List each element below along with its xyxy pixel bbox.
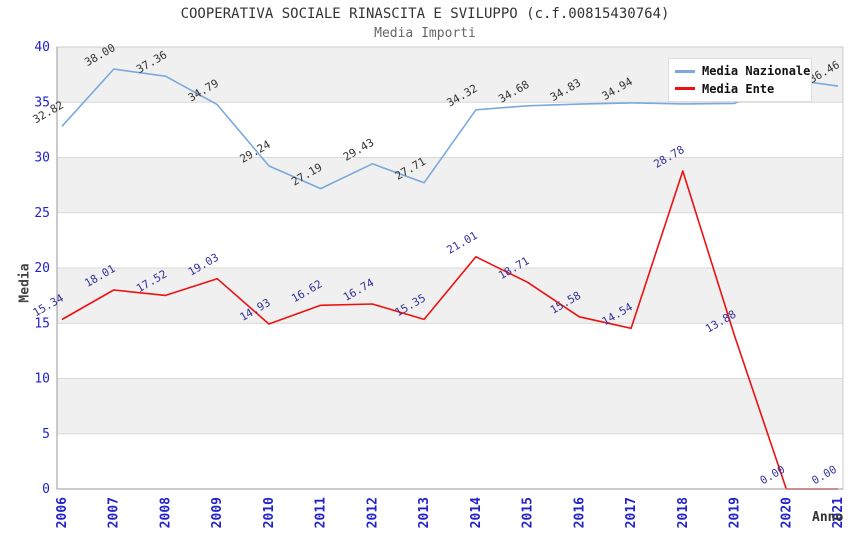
x-tick-label: 2020: [779, 497, 794, 528]
x-tick-label: 2012: [365, 497, 380, 528]
x-tick-label: 2018: [676, 497, 691, 528]
plot-band: [57, 157, 843, 213]
x-axis-title: Anno: [812, 510, 844, 525]
x-tick-label: 2017: [624, 497, 639, 528]
y-tick-label: 5: [42, 427, 50, 442]
x-tick-label: 2019: [728, 497, 743, 528]
y-tick-label: 30: [34, 151, 50, 166]
x-tick-label: 2008: [158, 497, 173, 528]
x-tick-label: 2014: [469, 497, 484, 528]
y-tick-label: 40: [34, 40, 50, 55]
legend-label-media-ente: Media Ente: [702, 81, 775, 96]
series-line-media-ente: [61, 170, 838, 490]
chart-title: COOPERATIVA SOCIALE RINASCITA E SVILUPPO…: [180, 6, 670, 22]
y-tick-label: 15: [34, 316, 50, 331]
x-tick-label: 2013: [417, 497, 432, 528]
media-nazionale-line-swatch: [675, 69, 695, 73]
y-tick-label: 25: [34, 206, 50, 221]
legend-label-media-nazionale: Media Nazionale: [702, 64, 811, 79]
plot-band: [57, 378, 843, 434]
x-tick-label: 2011: [314, 497, 329, 528]
legend-item-media-ente: Media Ente: [675, 82, 805, 96]
x-tick-label: 2015: [521, 497, 536, 528]
y-tick-label: 35: [34, 95, 50, 110]
y-axis-title: Media: [17, 263, 33, 303]
x-tick-label: 2006: [55, 497, 70, 528]
plot-band: [57, 433, 843, 489]
x-tick-label: 2007: [107, 497, 122, 528]
chart-subtitle: Media Importi: [374, 26, 476, 41]
x-tick-label: 2010: [262, 497, 277, 528]
series-line-media-nazionale: [61, 68, 839, 190]
plot-band: [57, 102, 843, 158]
plot-band: [57, 323, 843, 379]
plot-band: [57, 212, 843, 268]
media-ente-line-swatch: [675, 87, 695, 91]
x-tick-label: 2021: [831, 497, 846, 528]
legend: Media Nazionale Media Ente: [668, 58, 812, 102]
x-tick-label: 2009: [210, 497, 225, 528]
plot-band: [57, 268, 843, 324]
legend-item-media-nazionale: Media Nazionale: [675, 64, 810, 78]
x-tick-label: 2016: [572, 497, 587, 528]
y-tick-label: 0: [42, 482, 50, 497]
y-tick-label: 10: [34, 372, 50, 387]
y-tick-label: 20: [34, 261, 50, 276]
